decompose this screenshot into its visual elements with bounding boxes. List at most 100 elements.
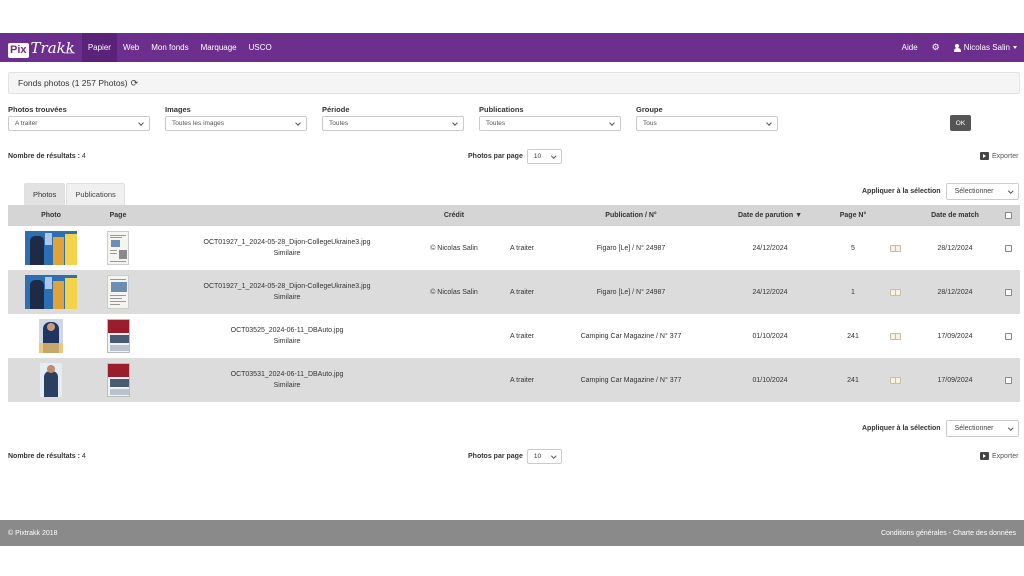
page-thumbnail[interactable] xyxy=(105,358,131,402)
chevron-down-icon xyxy=(551,153,557,159)
header-page: Page xyxy=(109,212,127,219)
book-icon[interactable] xyxy=(886,226,904,270)
gear-icon[interactable]: ⚙ xyxy=(931,42,940,52)
page-thumbnail[interactable] xyxy=(105,314,131,358)
publication: Figaro [Le] / N° 24987 xyxy=(596,244,666,252)
filter-label: Période xyxy=(322,105,350,114)
per-page-label: Photos par page xyxy=(468,153,523,160)
date-parution: 01/10/2024 xyxy=(752,376,788,384)
apply-select[interactable]: Sélectionner xyxy=(945,183,1019,200)
chevron-down-icon xyxy=(452,120,458,126)
filter-label: Images xyxy=(165,105,191,114)
filter-label: Photos trouvées xyxy=(8,105,67,114)
date-match: 28/12/2024 xyxy=(937,288,973,296)
footer-links[interactable]: Conditions générales - Charte des donnée… xyxy=(880,529,1016,537)
apply-selection-bottom: Appliquer à la sélection Sélectionner xyxy=(862,420,1019,437)
export-button[interactable]: Exporter xyxy=(980,452,1018,460)
photos-trouvees-select[interactable]: A traiter xyxy=(8,116,150,131)
ok-button[interactable]: OK xyxy=(950,115,971,131)
page-thumbnail[interactable] xyxy=(105,270,131,314)
date-match: 17/09/2024 xyxy=(937,376,973,384)
credit xyxy=(420,314,488,358)
periode-select[interactable]: Toutes xyxy=(322,116,464,131)
row-checkbox[interactable] xyxy=(1000,226,1016,270)
file-cell: OCT03525_2024-06-11_DBAuto.jpg Similaire xyxy=(174,314,400,358)
file-name[interactable]: OCT01927_1_2024-05-28_Dijon-CollegeUkrai… xyxy=(203,283,371,290)
groupe-select[interactable]: Tous xyxy=(636,116,778,131)
header-photo: Photo xyxy=(41,212,61,219)
file-name[interactable]: OCT01927_1_2024-05-28_Dijon-CollegeUkrai… xyxy=(203,239,371,246)
export-icon xyxy=(980,152,989,160)
table-row: OCT01927_1_2024-05-28_Dijon-CollegeUkrai… xyxy=(8,226,1020,270)
photo-thumbnail[interactable] xyxy=(24,270,78,314)
credit: © Nicolas Salin xyxy=(430,244,478,252)
logo-pix: Pix xyxy=(8,43,29,58)
filter-groupe: Groupe Tous xyxy=(636,105,778,131)
nav-item-usco[interactable]: USCO xyxy=(248,43,272,52)
nav-item-marquage[interactable]: Marquage xyxy=(200,43,237,52)
user-menu[interactable]: Nicolas Salin xyxy=(947,33,1024,62)
page-title: Fonds photos (1 257 Photos) xyxy=(18,78,128,88)
export-icon xyxy=(980,452,989,460)
page-number: 1 xyxy=(851,288,855,296)
help-link[interactable]: Aide xyxy=(901,43,918,52)
filter-periode: Période Toutes xyxy=(322,105,464,131)
images-select[interactable]: Toutes les images xyxy=(165,116,307,131)
similar-link[interactable]: Similaire xyxy=(273,294,301,301)
nav-item-mon-fonds[interactable]: Mon fonds xyxy=(151,43,189,52)
nav-item-web[interactable]: Web xyxy=(122,43,140,52)
per-page-select[interactable]: 10 xyxy=(526,449,562,464)
page-title-panel: Fonds photos (1 257 Photos) ⟳ xyxy=(8,72,1020,94)
user-icon xyxy=(953,43,961,52)
similar-link[interactable]: Similaire xyxy=(273,382,301,389)
row-checkbox[interactable] xyxy=(1000,314,1016,358)
filter-label: Groupe xyxy=(636,105,663,114)
book-icon[interactable] xyxy=(886,358,904,402)
table-header: Photo Page Crédit Publication / N° Date … xyxy=(8,205,1020,226)
pixtrakk-logo[interactable]: Pix Trakk meteo xyxy=(8,37,75,59)
file-name[interactable]: OCT03525_2024-06-11_DBAuto.jpg xyxy=(230,327,344,334)
status: A traiter xyxy=(509,332,535,340)
row-checkbox[interactable] xyxy=(1000,270,1016,314)
chevron-down-icon xyxy=(295,120,301,126)
apply-select[interactable]: Sélectionner xyxy=(945,420,1019,437)
photo-thumbnail[interactable] xyxy=(24,358,78,402)
publication: Camping Car Magazine / N° 377 xyxy=(580,332,682,340)
select-all-checkbox[interactable] xyxy=(1000,205,1016,226)
tab-photos[interactable]: Photos xyxy=(24,183,66,205)
per-page-select[interactable]: 10 xyxy=(526,149,562,164)
chevron-down-icon xyxy=(138,120,144,126)
row-checkbox[interactable] xyxy=(1000,358,1016,402)
book-icon[interactable] xyxy=(886,270,904,314)
publications-select[interactable]: Toutes xyxy=(479,116,621,131)
filter-photos-trouvees: Photos trouvées A traiter xyxy=(8,105,150,131)
tab-publications[interactable]: Publications xyxy=(66,183,125,205)
chevron-down-icon xyxy=(766,120,772,126)
filter-images: Images Toutes les images xyxy=(165,105,307,131)
user-name: Nicolas Salin xyxy=(963,43,1010,52)
header-date-parution[interactable]: Date de parution ▼ xyxy=(737,212,803,219)
table-row: OCT01927_1_2024-05-28_Dijon-CollegeUkrai… xyxy=(8,270,1020,314)
export-button[interactable]: Exporter xyxy=(980,152,1018,160)
header-date-match: Date de match xyxy=(931,212,979,219)
book-icon[interactable] xyxy=(886,314,904,358)
logo-trakk: Trakk meteo xyxy=(31,39,75,57)
copyright: © Pixtrakk 2018 xyxy=(8,529,58,537)
file-cell: OCT01927_1_2024-05-28_Dijon-CollegeUkrai… xyxy=(174,226,400,270)
similar-link[interactable]: Similaire xyxy=(273,338,301,345)
page-thumbnail[interactable] xyxy=(105,226,131,270)
apply-label: Appliquer à la sélection xyxy=(862,188,941,195)
apply-label: Appliquer à la sélection xyxy=(862,425,941,432)
similar-link[interactable]: Similaire xyxy=(273,250,301,257)
chevron-down-icon xyxy=(551,453,557,459)
date-parution: 24/12/2024 xyxy=(752,244,788,252)
file-name[interactable]: OCT03531_2024-06-11_DBAuto.jpg xyxy=(230,371,344,378)
table-row: OCT03531_2024-06-11_DBAuto.jpg Similaire… xyxy=(8,358,1020,402)
photo-thumbnail[interactable] xyxy=(24,314,78,358)
date-parution: 24/12/2024 xyxy=(752,288,788,296)
photo-thumbnail[interactable] xyxy=(24,226,78,270)
filter-publications: Publications Toutes xyxy=(479,105,621,131)
status: A traiter xyxy=(509,244,535,252)
refresh-icon[interactable]: ⟳ xyxy=(130,77,139,88)
nav-item-papier[interactable]: Papier xyxy=(81,33,117,62)
